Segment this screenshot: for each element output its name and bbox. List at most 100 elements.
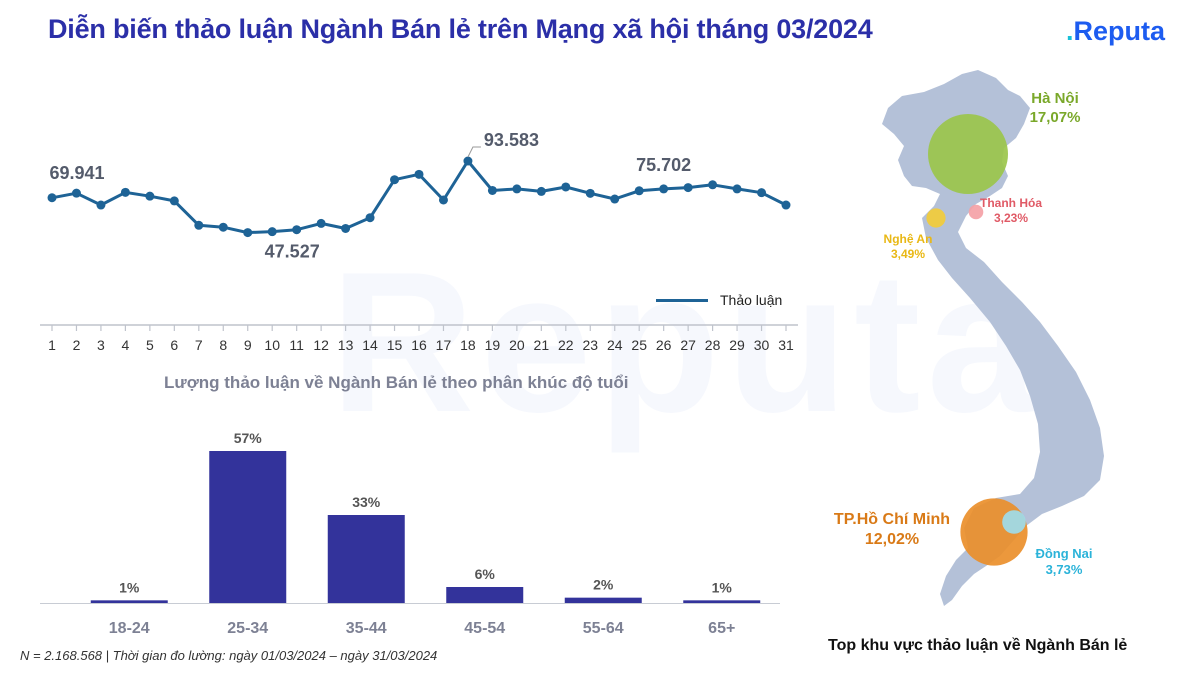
- line-point: [561, 182, 571, 192]
- line-point: [732, 184, 742, 194]
- line-point: [781, 200, 791, 210]
- data-label: 75.702: [636, 155, 691, 175]
- line-point: [487, 185, 497, 195]
- map-bubble: [928, 114, 1008, 194]
- bar-value-label: 1%: [712, 579, 733, 595]
- line-point: [292, 225, 302, 235]
- bar: [446, 587, 524, 603]
- line-point: [390, 175, 400, 185]
- line-point: [414, 169, 424, 179]
- data-label-leader: [467, 146, 481, 158]
- line-point: [585, 188, 595, 198]
- x-tick-label: 5: [146, 337, 154, 353]
- map-title: Top khu vực thảo luận về Ngành Bán lẻ: [828, 637, 1128, 654]
- region-label-nghe-an: Nghệ An 3,49%: [872, 232, 944, 262]
- line-point: [512, 184, 522, 194]
- line-point: [683, 183, 693, 193]
- x-tick-label: 31: [778, 337, 794, 353]
- bar: [209, 451, 287, 603]
- x-tick-label: 16: [411, 337, 427, 353]
- bar-value-label: 33%: [352, 494, 381, 510]
- x-tick-label: 22: [558, 337, 574, 353]
- bar-value-label: 6%: [475, 566, 496, 582]
- region-label-thanh-hoa: Thanh Hóa 3,23%: [970, 196, 1052, 226]
- x-tick-label: 18: [460, 337, 476, 353]
- line-point: [708, 180, 718, 190]
- line-legend: Thảo luận: [656, 292, 782, 308]
- x-tick-label: 7: [195, 337, 203, 353]
- x-tick-label: 3: [97, 337, 105, 353]
- line-point: [536, 186, 546, 196]
- region-name: Đồng Nai: [1035, 546, 1093, 561]
- data-label: 47.527: [265, 242, 320, 262]
- line-point: [757, 188, 767, 198]
- legend-label: Thảo luận: [720, 292, 783, 308]
- x-tick-label: 1: [48, 337, 56, 353]
- x-tick-label: 24: [607, 337, 623, 353]
- region-label-ha-noi: Hà Nội 17,07%: [1010, 90, 1100, 128]
- line-point: [218, 222, 228, 232]
- x-tick-label: 23: [582, 337, 598, 353]
- bar-category-label: 25-34: [227, 620, 268, 637]
- bar-category-label: 18-24: [109, 620, 150, 637]
- x-tick-label: 19: [485, 337, 501, 353]
- footnote: N = 2.168.568 | Thời gian đo lường: ngày…: [20, 648, 438, 663]
- x-tick-label: 17: [436, 337, 452, 353]
- bar-category-label: 45-54: [464, 620, 505, 637]
- watermark: Reputa: [330, 228, 1044, 458]
- region-label-hcm: TP.Hồ Chí Minh 12,02%: [822, 510, 962, 550]
- bar: [327, 515, 405, 603]
- x-tick-label: 13: [338, 337, 354, 353]
- bar-category-label: 55-64: [583, 620, 624, 637]
- line-point: [463, 156, 473, 166]
- bar: [564, 597, 642, 603]
- x-tick-label: 10: [264, 337, 280, 353]
- line-point: [659, 184, 669, 194]
- x-tick-label: 11: [289, 337, 304, 353]
- line-point: [365, 213, 375, 223]
- line-point: [96, 200, 106, 210]
- x-tick-label: 8: [219, 337, 227, 353]
- line-point: [47, 193, 57, 203]
- vietnam-map: [882, 70, 1104, 606]
- x-tick-label: 25: [631, 337, 647, 353]
- region-pct: 3,49%: [890, 247, 926, 261]
- region-label-dong-nai: Đồng Nai 3,73%: [1024, 546, 1104, 579]
- region-pct: 3,23%: [993, 211, 1029, 225]
- bar: [90, 600, 168, 603]
- bar-value-label: 57%: [234, 430, 263, 446]
- bar-value-label: 1%: [119, 579, 140, 595]
- region-name: TP.Hồ Chí Minh: [833, 511, 951, 528]
- line-point: [341, 223, 351, 233]
- logo-text: Reputa: [1073, 16, 1166, 46]
- line-point: [610, 194, 620, 204]
- line-point: [194, 220, 204, 230]
- region-pct: 3,73%: [1045, 562, 1083, 578]
- x-tick-label: 15: [387, 337, 403, 353]
- x-tick-label: 12: [313, 337, 329, 353]
- line-point: [438, 195, 448, 205]
- map-bubble: [968, 204, 984, 220]
- x-tick-label: 4: [122, 337, 130, 353]
- brand-logo: .Reputa: [1066, 16, 1166, 46]
- x-tick-label: 28: [705, 337, 721, 353]
- data-label: 69.941: [49, 163, 104, 183]
- bar-category-label: 35-44: [346, 620, 387, 637]
- page-title: Diễn biến thảo luận Ngành Bán lẻ trên Mạ…: [48, 14, 873, 44]
- line-point: [243, 228, 253, 238]
- bar-category-label: 65+: [708, 620, 735, 637]
- map-bubble: [926, 208, 946, 228]
- bar-value-label: 2%: [593, 577, 614, 593]
- region-name: Thanh Hóa: [980, 196, 1042, 210]
- bar-chart-title: Lượng thảo luận về Ngành Bán lẻ theo phâ…: [164, 373, 629, 392]
- x-tick-label: 26: [656, 337, 672, 353]
- legend-swatch: [656, 298, 708, 302]
- data-label: 93.583: [484, 130, 539, 150]
- x-tick-label: 27: [680, 337, 696, 353]
- line-point: [71, 188, 81, 198]
- line-point: [169, 196, 179, 206]
- region-pct: 17,07%: [1029, 108, 1081, 126]
- line-point: [634, 186, 644, 196]
- line-point: [267, 227, 277, 237]
